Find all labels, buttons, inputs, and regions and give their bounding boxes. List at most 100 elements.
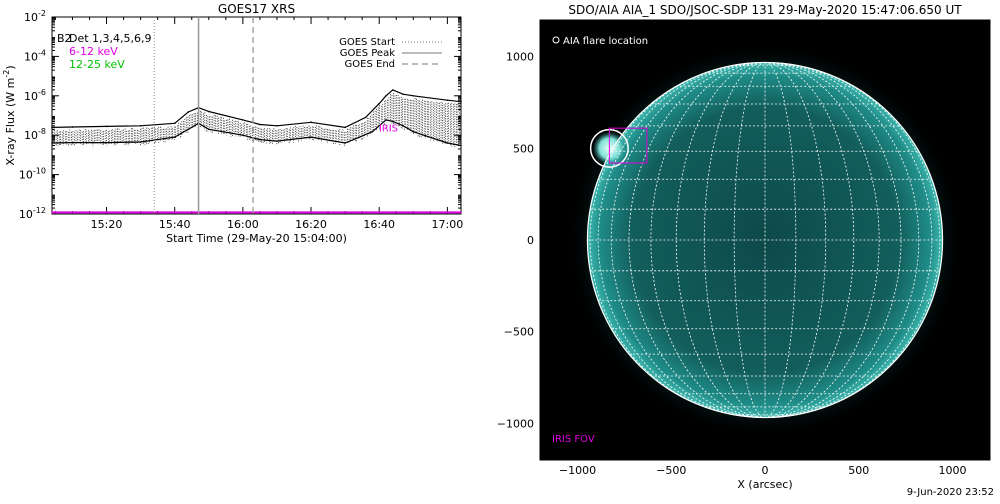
aia-grid-longitude xyxy=(733,62,766,418)
goes-legend-right-label: GOES Peak xyxy=(340,48,395,59)
goes-series-point-0 xyxy=(310,121,312,124)
goes-series-point-1 xyxy=(446,142,449,144)
aia-iris-fov-box xyxy=(608,127,648,164)
goes-series-point-0 xyxy=(460,100,462,103)
aia-x-tick-label: −500 xyxy=(656,464,686,477)
goes-series-point-0 xyxy=(412,95,415,97)
goes-series-point-0 xyxy=(187,111,190,113)
goes-y-tick-label: 10-10 xyxy=(19,167,46,182)
aia-iris-fov-label: IRIS FOV xyxy=(552,434,595,445)
footer-date-stamp: 9-Jun-2020 23:52 xyxy=(906,487,994,498)
goes-series-point-0 xyxy=(207,110,210,113)
goes-series-point-0 xyxy=(139,125,142,127)
goes-legend-left-entry: Det 1,3,4,5,6,9 xyxy=(69,32,152,45)
goes-series-point-0 xyxy=(385,95,387,97)
aia-grid-longitude xyxy=(704,62,766,418)
goes-series-point-1 xyxy=(173,136,176,138)
aia-heliographic-grid xyxy=(587,62,943,418)
goes-legend-left-entry: 6-12 keV xyxy=(69,45,118,58)
goes-x-tick-label: 17:00 xyxy=(432,218,464,231)
goes-y-axis-label: X-ray Flux (W m-2) xyxy=(2,65,17,165)
goes-y-tick-label: 10-2 xyxy=(24,9,46,24)
goes-x-tick-label: 15:40 xyxy=(159,218,191,231)
goes-series-point-1 xyxy=(460,144,462,147)
aia-x-tick-label: 0 xyxy=(762,464,769,477)
goes-y-tick-label: 10-12 xyxy=(19,206,46,221)
goes-series-point-0 xyxy=(242,119,244,121)
goes-series-point-1 xyxy=(412,130,415,133)
goes-x-axis-label: Start Time (29-May-20 15:04:00) xyxy=(166,232,347,245)
goes-series-point-0 xyxy=(344,126,346,129)
goes-series-point-1 xyxy=(71,141,74,144)
aia-chart-title: SDO/AIA AIA_1 SDO/JSOC-SDP 131 29-May-20… xyxy=(568,3,962,17)
goes-series-point-1 xyxy=(310,136,312,138)
goes-legend-overlap-text: B2 xyxy=(57,32,72,45)
aia-grid-longitude xyxy=(598,62,766,418)
goes-series-point-1 xyxy=(105,141,108,144)
goes-iris-annotation: IRIS xyxy=(379,124,398,135)
goes-series-point-1 xyxy=(51,142,53,144)
aia-x-axis-label: X (arcsec) xyxy=(737,478,792,491)
goes-series-point-0 xyxy=(446,99,449,101)
goes-legend-right-label: GOES Start xyxy=(339,37,395,48)
goes-x-tick-label: 16:20 xyxy=(295,218,327,231)
goes-series-point-2 xyxy=(460,211,462,214)
goes-series-point-1 xyxy=(187,128,190,131)
aia-grid-longitude xyxy=(764,62,919,418)
aia-solar-image-chart: SDO/AIA AIA_1 SDO/JSOC-SDP 131 29-May-20… xyxy=(497,3,991,491)
goes-series-point-0 xyxy=(392,89,394,91)
goes-x-tick-label: 16:40 xyxy=(363,218,395,231)
goes-series-point-2 xyxy=(51,211,53,214)
aia-y-tick-label: 500 xyxy=(513,142,534,155)
goes-series-line-0 xyxy=(51,89,462,129)
goes-series-point-1 xyxy=(385,119,387,121)
aia-image-area xyxy=(540,20,990,460)
goes-series-point-0 xyxy=(402,93,404,96)
aia-legend-label: AIA flare location xyxy=(563,36,648,47)
goes-series-point-1 xyxy=(392,120,394,123)
aia-y-tick-label: −1000 xyxy=(497,417,534,430)
goes-series-point-0 xyxy=(71,126,74,128)
goes-x-tick-label: 16:00 xyxy=(227,218,259,231)
goes-series-point-0 xyxy=(173,122,176,125)
goes-series-point-0 xyxy=(51,126,53,129)
goes-series-point-1 xyxy=(276,140,278,142)
aia-legend-marker xyxy=(552,36,560,44)
goes-legend-right-label: GOES End xyxy=(345,59,395,70)
goes-y-tick-label: 10-8 xyxy=(24,127,46,142)
aia-y-tick-label: 0 xyxy=(527,234,534,247)
goes-series-point-1 xyxy=(259,138,261,141)
aia-limb-outline xyxy=(586,61,944,419)
goes-legend-left-entry: 12-25 keV xyxy=(69,58,125,71)
aia-x-tick-label: −1000 xyxy=(559,464,596,477)
goes-plot-frame xyxy=(51,16,462,215)
aia-grid-longitude xyxy=(764,62,940,418)
aia-grid-longitude xyxy=(590,62,766,418)
goes-series-point-1 xyxy=(402,125,404,127)
aia-x-tick-label: 1000 xyxy=(939,464,967,477)
goes-y-tick-label: 10-4 xyxy=(24,48,46,63)
goes-x-tick-label: 15:20 xyxy=(91,218,123,231)
goes-series-point-1 xyxy=(344,142,346,144)
aia-x-tick-label: 500 xyxy=(848,464,869,477)
goes-xrs-chart: GOES17 XRS 10-12 10-10 10-8 10-6 10-4 10-2 15:2… xyxy=(2,2,464,245)
aia-image-panel: SDO/AIA AIA_1 SDO/JSOC-SDP 131 29-May-20… xyxy=(495,0,1000,500)
aia-grid-longitude xyxy=(611,62,766,418)
goes-series-point-1 xyxy=(207,128,210,131)
goes-series-line-1 xyxy=(51,119,462,147)
goes-series-point-0 xyxy=(378,102,381,105)
goes-y-tick-label: 10-6 xyxy=(24,88,46,103)
goes-series-point-0 xyxy=(276,125,278,127)
goes-series-point-0 xyxy=(364,116,367,119)
goes-series-point-1 xyxy=(371,130,374,133)
aia-grid-longitude xyxy=(764,62,932,418)
aia-y-tick-label: −500 xyxy=(504,326,534,339)
aia-y-tick-label: 1000 xyxy=(506,51,534,64)
aia-grid-longitude xyxy=(650,62,766,418)
goes-series-point-0 xyxy=(259,123,261,126)
goes-xrs-panel: GOES17 XRS 10-12 10-10 10-8 10-6 10-4 10-2 15:2… xyxy=(0,0,490,260)
goes-chart-title: GOES17 XRS xyxy=(218,2,295,16)
goes-series-point-1 xyxy=(139,141,142,143)
aia-grid-longitude xyxy=(764,62,826,418)
goes-series-point-1 xyxy=(242,134,244,136)
